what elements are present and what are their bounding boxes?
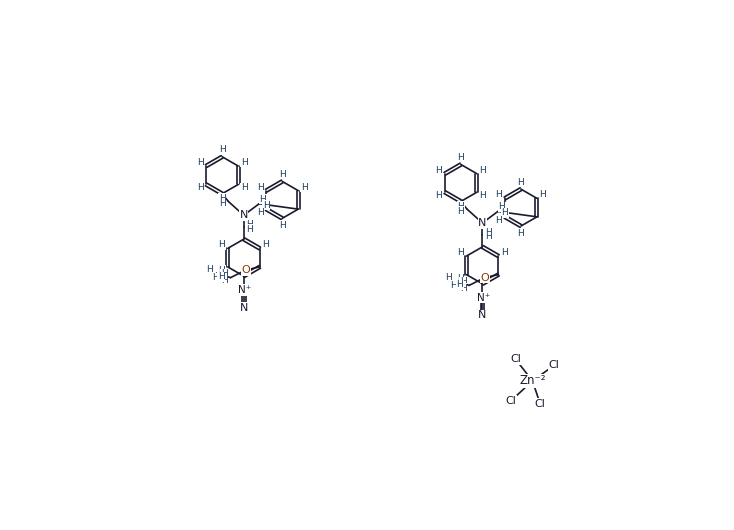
Text: H: H xyxy=(479,166,486,175)
Text: N⁺: N⁺ xyxy=(476,293,490,303)
Text: H: H xyxy=(501,208,508,217)
Text: H: H xyxy=(539,190,546,199)
Text: Cl: Cl xyxy=(506,396,516,406)
Text: H: H xyxy=(197,183,203,192)
Text: H: H xyxy=(247,220,253,229)
Text: H: H xyxy=(218,241,225,250)
Text: H: H xyxy=(495,190,502,199)
Text: H: H xyxy=(263,201,269,210)
Text: H: H xyxy=(262,241,269,250)
Text: H: H xyxy=(435,166,443,175)
Text: H: H xyxy=(279,221,286,230)
Text: Cl: Cl xyxy=(510,354,521,364)
Text: H: H xyxy=(197,158,203,167)
Text: H: H xyxy=(501,248,508,257)
Text: H: H xyxy=(445,273,451,282)
Text: H: H xyxy=(457,207,464,216)
Text: H: H xyxy=(241,158,247,167)
Text: H: H xyxy=(435,191,443,200)
Text: H: H xyxy=(221,269,228,278)
Text: H: H xyxy=(485,228,492,237)
Text: H: H xyxy=(219,194,225,203)
Text: H: H xyxy=(221,276,228,285)
Text: H: H xyxy=(218,266,225,275)
Text: H: H xyxy=(457,248,464,257)
Text: N: N xyxy=(239,303,248,313)
Text: H: H xyxy=(301,183,308,192)
Text: H: H xyxy=(247,225,253,234)
Text: H: H xyxy=(241,183,247,192)
Text: H: H xyxy=(479,191,486,200)
Text: H: H xyxy=(459,284,466,293)
Text: H: H xyxy=(495,216,502,225)
Text: H: H xyxy=(485,232,492,241)
Text: Cl: Cl xyxy=(535,399,545,409)
Text: H: H xyxy=(457,201,464,210)
Text: N: N xyxy=(239,210,248,220)
Text: O: O xyxy=(241,265,250,275)
Text: O: O xyxy=(480,272,489,282)
Text: H: H xyxy=(206,266,213,275)
Text: H: H xyxy=(257,208,264,217)
Text: H: H xyxy=(451,281,457,290)
Text: H: H xyxy=(459,277,466,286)
Text: H: H xyxy=(260,195,266,204)
Text: H: H xyxy=(218,272,225,281)
Text: Cl: Cl xyxy=(548,360,559,370)
Text: H: H xyxy=(517,228,524,237)
Text: H: H xyxy=(279,170,286,179)
Text: H: H xyxy=(457,280,463,289)
Text: H: H xyxy=(517,178,524,187)
Text: Zn⁻²: Zn⁻² xyxy=(519,374,546,387)
Text: N⁺: N⁺ xyxy=(238,285,251,295)
Text: H: H xyxy=(498,202,505,211)
Text: H: H xyxy=(219,145,225,154)
Text: N: N xyxy=(479,218,487,228)
Text: H: H xyxy=(219,199,225,208)
Text: H: H xyxy=(211,273,219,282)
Text: N: N xyxy=(479,311,487,321)
Text: H: H xyxy=(457,273,464,282)
Text: H: H xyxy=(257,183,264,192)
Text: H: H xyxy=(457,153,464,162)
